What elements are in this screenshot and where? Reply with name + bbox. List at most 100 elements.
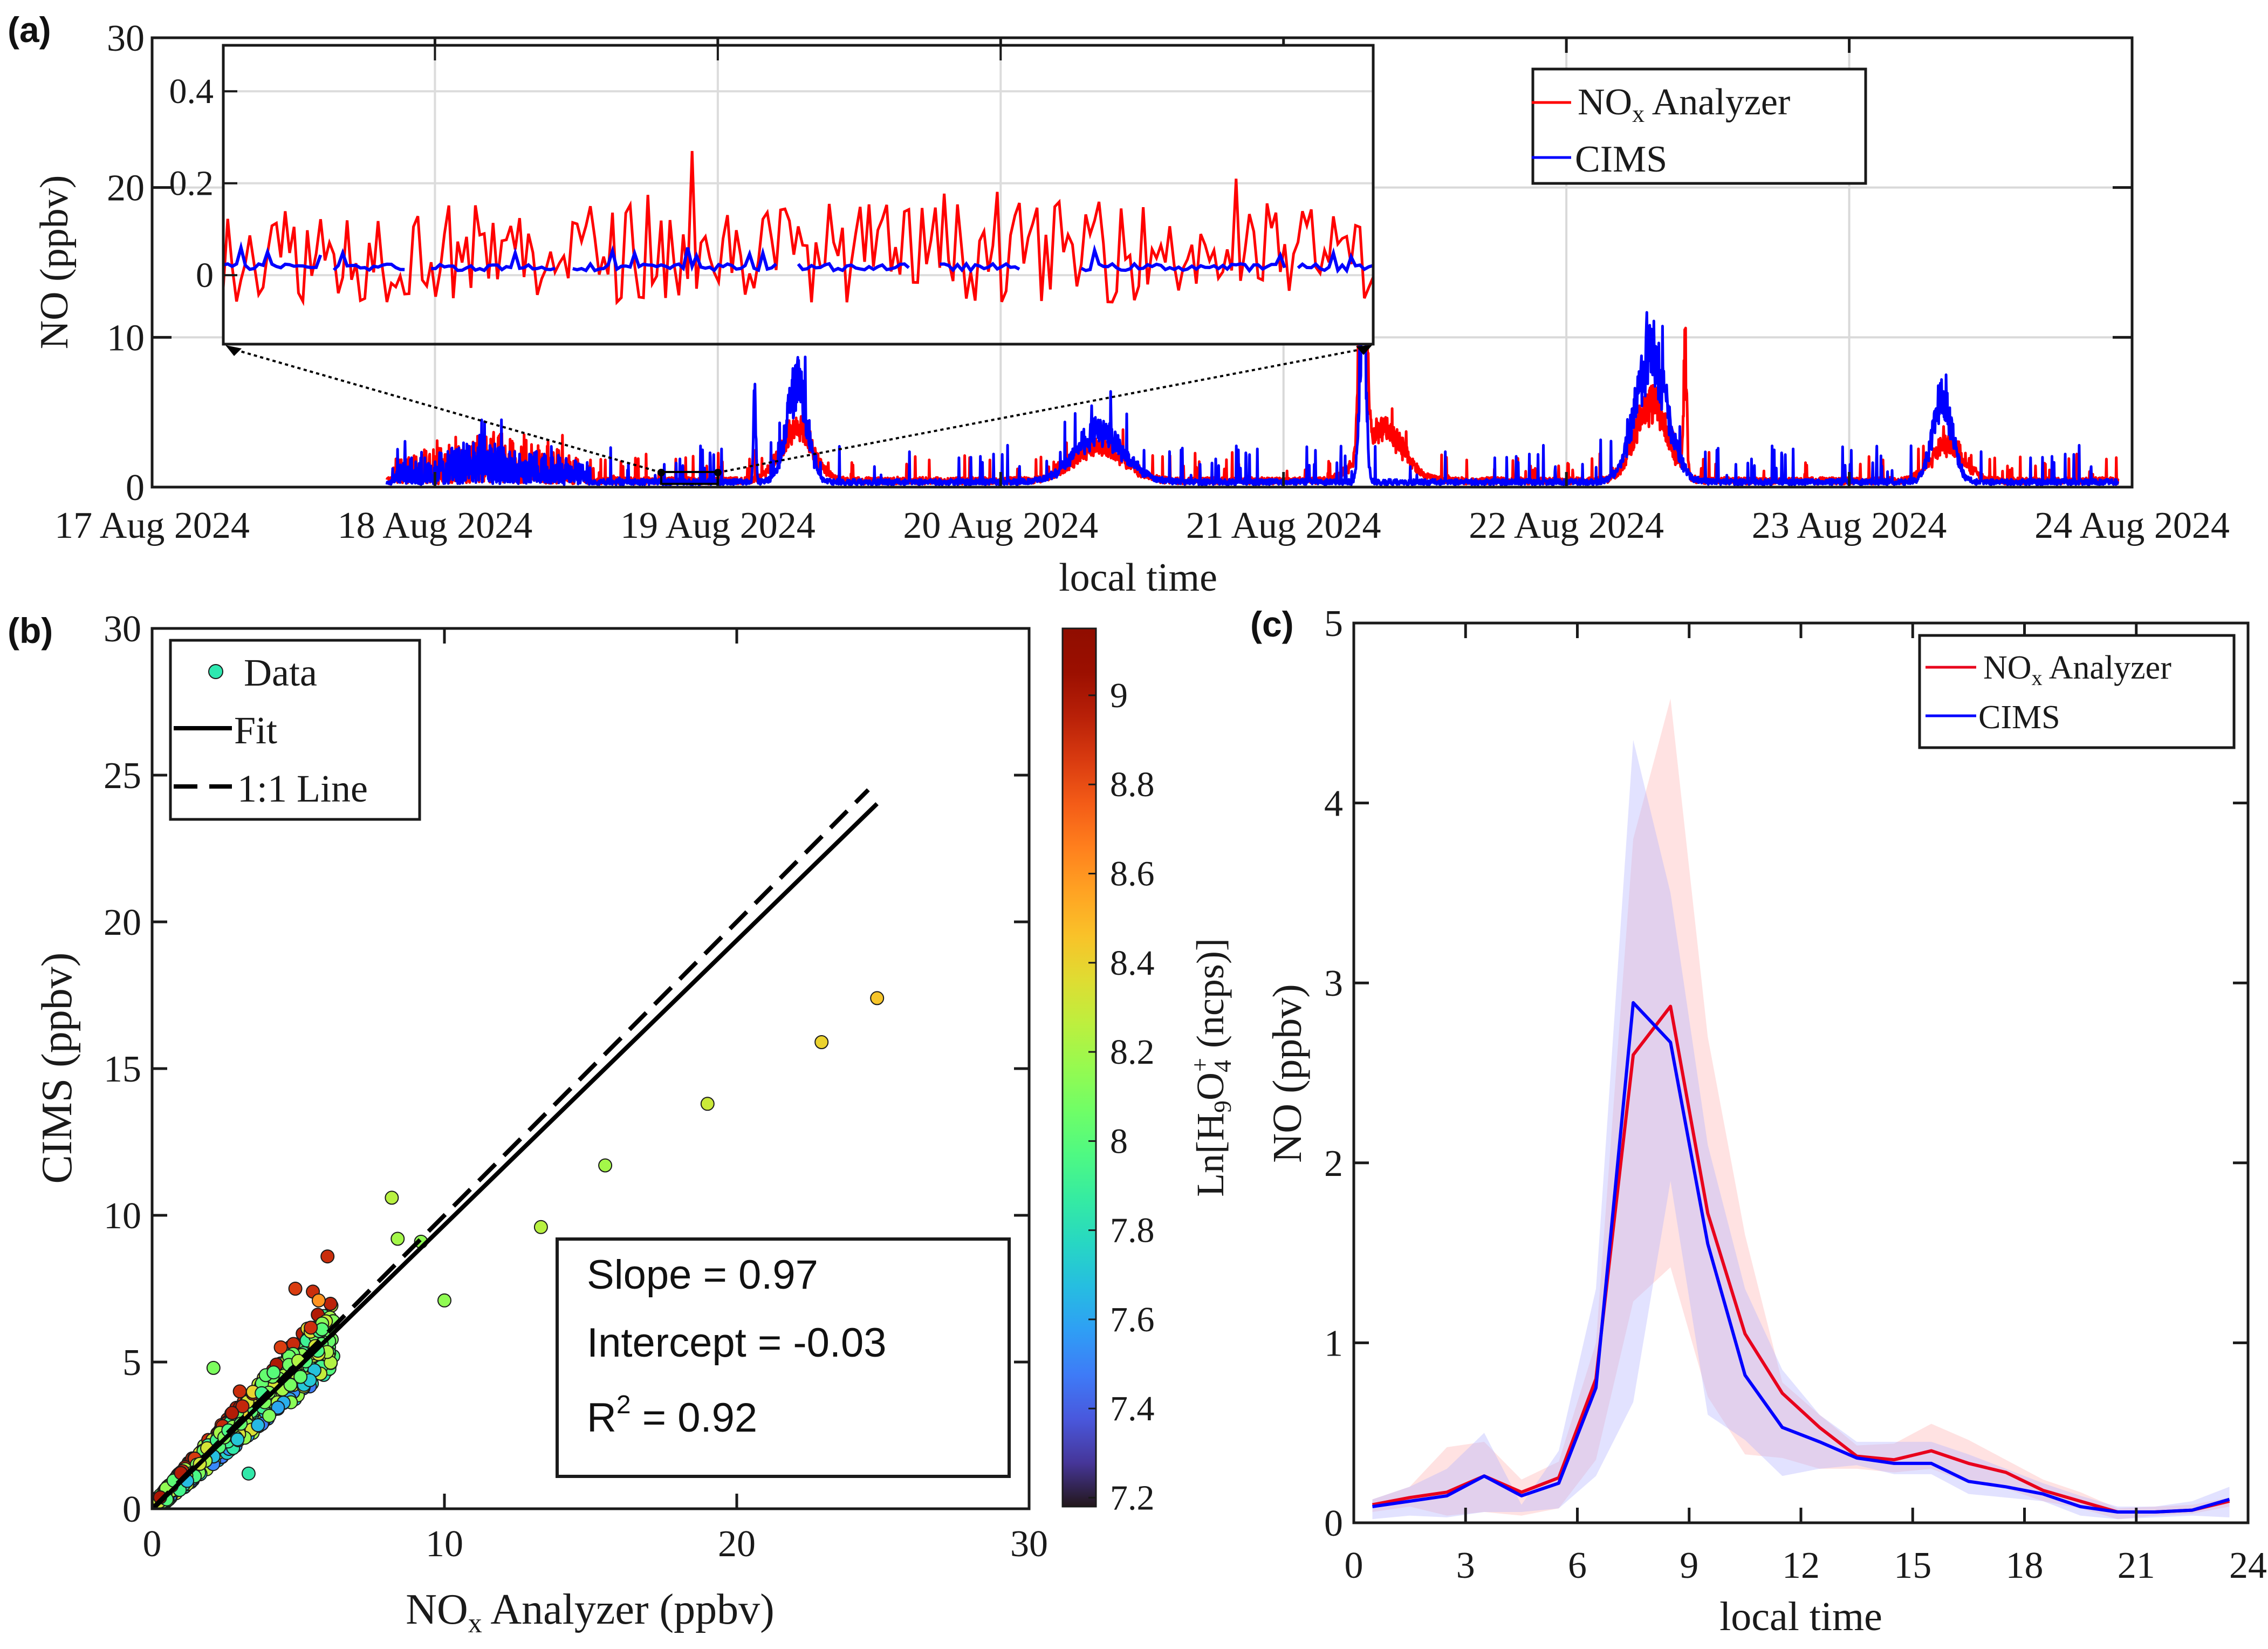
x-tick-label: 10: [426, 1523, 463, 1565]
colorbar-tick-label: 7.2: [1110, 1478, 1155, 1517]
colorbar-tick-label: 8.8: [1110, 765, 1155, 804]
intercept-text: Intercept = -0.03: [587, 1320, 887, 1366]
inset-cims-line: [1080, 244, 1286, 273]
y-tick-label: 30: [104, 608, 141, 650]
panel-a-ylabel: NO (ppbv): [32, 175, 77, 350]
panel-a-label: (a): [8, 10, 51, 50]
legend-nox-label: NOx Analyzer: [1578, 81, 1790, 127]
y-tick-label: 4: [1324, 783, 1343, 825]
y-tick-label: 25: [104, 755, 141, 797]
panel-c-ylabel: NO (ppbv): [1265, 984, 1310, 1162]
x-tick-label: 24 Aug 2024: [2034, 505, 2230, 546]
scatter-point: [232, 1384, 247, 1399]
y-tick-label: 5: [1324, 603, 1343, 645]
y-tick-label: 20: [104, 902, 141, 943]
scatter-point: [390, 1231, 405, 1246]
x-tick-label: 30: [1010, 1523, 1048, 1565]
y-tick-label: 10: [104, 1195, 141, 1237]
panel-a-series: [385, 65, 2120, 487]
scatter-point: [235, 1399, 250, 1414]
inset-cims-line: [223, 241, 323, 271]
inset-series: [223, 150, 1373, 306]
x-tick-label: 22 Aug 2024: [1469, 505, 1664, 546]
inset-y-tick-label: 0: [196, 256, 214, 295]
y-tick-label: 2: [1324, 1143, 1343, 1185]
scatter-point: [311, 1293, 326, 1308]
y-tick-label: 1: [1324, 1323, 1343, 1364]
y-tick-label: 0: [1324, 1503, 1343, 1544]
x-tick-label: 15: [1894, 1545, 1931, 1586]
x-tick-label: 12: [1782, 1545, 1820, 1586]
panel-c-series: [1372, 699, 2230, 1520]
y-tick-label: 30: [107, 18, 145, 59]
x-tick-label: 6: [1568, 1545, 1587, 1586]
legend-c-nox-label: NOx Analyzer: [1983, 649, 2171, 690]
legend-data-label: Data: [244, 651, 317, 694]
x-tick-label: 3: [1456, 1545, 1475, 1586]
x-tick-label: 17 Aug 2024: [54, 505, 250, 546]
panel-b-ylabel: CIMS (ppbv): [33, 953, 81, 1184]
scatter-point: [262, 1408, 277, 1423]
y-tick-label: 20: [107, 168, 145, 209]
panel-b: 0 10 20 30 0 5 10 15 20 25 30 (b) CIMS (ppbv) NOx …: [8, 608, 1236, 1639]
x-tick-label: 20 Aug 2024: [903, 505, 1098, 546]
scatter-point: [437, 1293, 451, 1308]
scatter-point: [323, 1297, 338, 1311]
y-tick-label: 3: [1324, 963, 1343, 1004]
inset-nox-line: [223, 150, 1373, 306]
panel-c-legend: NOx Analyzer CIMS: [1918, 634, 2236, 749]
inset-cims-line: [431, 247, 556, 272]
arrowhead-right-icon: [1356, 345, 1372, 355]
x-tick-label: 19 Aug 2024: [620, 505, 816, 546]
scatter-point: [206, 1360, 221, 1375]
uncertainty-band: [1372, 740, 2230, 1520]
scatter-point: [283, 1378, 298, 1392]
scatter-point: [288, 1282, 303, 1296]
scatter-point: [304, 1320, 318, 1335]
colorbar-tick-label: 7.4: [1110, 1389, 1155, 1428]
x-tick-label: 21 Aug 2024: [1186, 505, 1381, 546]
y-tick-label: 0: [122, 1489, 141, 1530]
panel-b-xlabel: NOx Analyzer (ppbv): [406, 1586, 775, 1639]
inset-cims-line: [797, 262, 910, 273]
x-tick-label: 0: [1345, 1545, 1363, 1586]
y-tick-label: 15: [104, 1049, 141, 1090]
scatter-point: [241, 1466, 256, 1481]
scatter-point: [700, 1097, 715, 1111]
legend-data-marker: [208, 664, 223, 679]
panel-b-series: [152, 788, 885, 1509]
scatter-point: [273, 1340, 288, 1354]
inset-cims-line: [940, 261, 1020, 273]
x-tick-label: 20: [718, 1523, 756, 1565]
y-tick-label: 0: [126, 467, 145, 509]
nox-diurnal-line: [1372, 1004, 2230, 1514]
colorbar-tick-label: 8.6: [1110, 854, 1155, 894]
scatter-point: [293, 1370, 308, 1384]
scatter-point: [266, 1365, 281, 1380]
scatter-point: [271, 1400, 285, 1415]
r2-text: R2 = 0.92: [587, 1391, 757, 1441]
inset-y-tick-label: 0.2: [169, 164, 214, 203]
panel-c-axes-box: [1352, 621, 2250, 1524]
slope-text: Slope = 0.97: [587, 1252, 818, 1298]
panel-a-axes-box: [150, 36, 2134, 489]
inset-axes-box: [222, 44, 1375, 346]
colorbar-gradient: [1061, 627, 1097, 1508]
scatter-point: [870, 991, 885, 1005]
colorbar-tick-label: 8: [1110, 1121, 1128, 1161]
panel-b-legend: Data Fit 1:1 Line: [169, 639, 421, 821]
y-tick-label: 10: [107, 317, 145, 359]
scatter-point: [225, 1406, 239, 1420]
arrowhead-left-icon: [225, 345, 242, 356]
panel-a: 17 Aug 2024 18 Aug 2024 19 Aug 2024 20 Aug …: [8, 10, 2230, 600]
legend-one-to-one-label: 1:1 Line: [237, 767, 368, 810]
cims-diurnal-line: [1372, 1001, 2230, 1514]
panel-a-legend: NOx Analyzer CIMS: [1531, 67, 1867, 185]
colorbar-tick-label: 9: [1110, 676, 1128, 715]
x-tick-label: 24: [2229, 1545, 2267, 1586]
scatter-point: [251, 1418, 265, 1433]
colorbar-tick-label: 7.6: [1110, 1300, 1155, 1339]
